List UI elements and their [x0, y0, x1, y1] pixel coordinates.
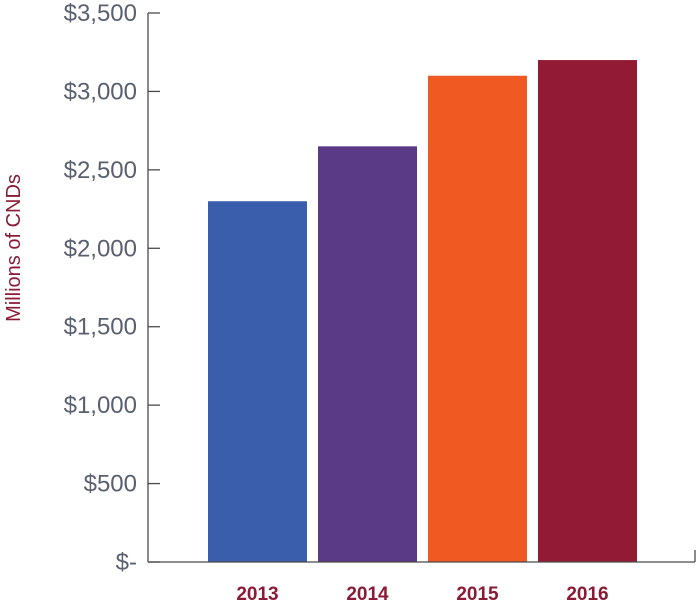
bars	[208, 60, 637, 563]
x-tick-label: 2014	[346, 584, 389, 605]
x-axis: 2013 2014 2015 2016	[148, 550, 696, 605]
y-tick-label: $1,000	[64, 392, 137, 419]
y-tick-label: $500	[84, 471, 137, 498]
bar-2014	[318, 146, 417, 563]
bar-2013	[208, 201, 307, 562]
y-tick-label: $2,000	[64, 235, 137, 262]
bar-2016	[538, 60, 637, 563]
y-tick-label: $-	[116, 549, 137, 576]
y-axis: $- $500 $1,000 $1,500 $2,000 $2,500 $3,000 $3,5…	[64, 0, 160, 576]
y-tick-label: $2,500	[64, 157, 137, 184]
bar-2015	[428, 75, 527, 562]
x-tick-label: 2016	[566, 584, 608, 605]
x-tick-label: 2013	[236, 584, 278, 605]
y-axis-label: Millions of CNDs	[3, 174, 25, 322]
x-tick-label: 2015	[456, 584, 499, 605]
y-tick-label: $1,500	[64, 314, 137, 341]
y-tick-label: $3,500	[64, 0, 137, 27]
y-tick-label: $3,000	[64, 78, 137, 105]
